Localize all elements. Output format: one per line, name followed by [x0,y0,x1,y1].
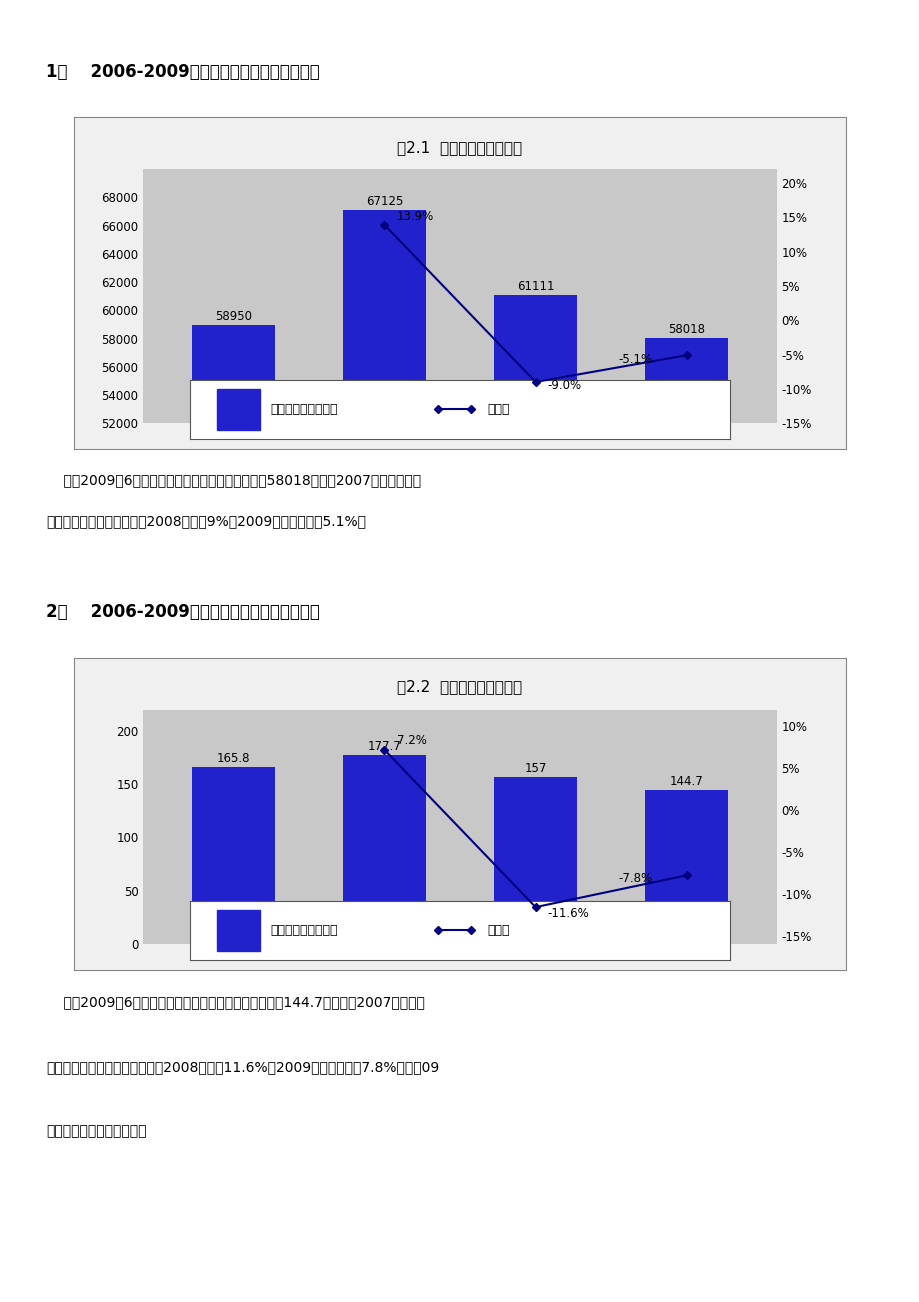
Text: 61111: 61111 [516,280,554,293]
Text: 截止2009年6月，房地产行业全国企业总数量达到58018个，与2007年相比，房地: 截止2009年6月，房地产行业全国企业总数量达到58018个，与2007年相比，… [46,474,421,488]
Bar [343,755,425,944]
Text: 2、    2006-2009年上半年房地产行业从业人数: 2、 2006-2009年上半年房地产行业从业人数 [46,603,320,621]
Text: 年全年仍然保持快速下降。: 年全年仍然保持快速下降。 [46,1125,146,1138]
Text: 58950: 58950 [214,310,252,323]
Bar [494,294,576,1156]
Text: 177.7: 177.7 [368,740,401,753]
Text: 58018: 58018 [667,323,705,336]
Text: 1、    2006-2009年上半年房地产行业企业数量: 1、 2006-2009年上半年房地产行业企业数量 [46,62,320,81]
Text: 图2.1  房地产行业企业数量: 图2.1 房地产行业企业数量 [397,141,522,155]
Bar [216,389,259,430]
Text: -7.8%: -7.8% [618,872,652,885]
Text: 增长率: 增长率 [486,924,509,936]
Text: 157: 157 [524,762,546,775]
Text: 图2.2  房地产行业从业人员: 图2.2 房地产行业从业人员 [397,680,522,694]
Text: 67125: 67125 [366,195,403,208]
Text: 房地产行业企业数量: 房地产行业企业数量 [270,404,338,415]
Text: -9.0%: -9.0% [547,379,581,392]
Bar [644,339,728,1156]
Bar [216,910,259,950]
Text: -5.1%: -5.1% [618,353,652,366]
Bar [343,210,425,1156]
Text: -11.6%: -11.6% [547,906,589,919]
Text: 产行业企业数量下降明显，2008年下降9%，2009年上半年下降5.1%。: 产行业企业数量下降明显，2008年下降9%，2009年上半年下降5.1%。 [46,514,366,529]
Bar [191,326,275,1156]
Text: 13.9%: 13.9% [396,210,433,223]
Text: 7.2%: 7.2% [396,734,425,747]
Text: 截止2009年6月，房地产行业全国从业人数总数量达到144.7万人，与2007年相比，: 截止2009年6月，房地产行业全国从业人数总数量达到144.7万人，与2007年… [46,996,425,1009]
Bar [644,790,728,944]
Text: 房地产行业从业人量下降明显，2008年下降11.6%，2009年上半年下降7.8%，预计09: 房地产行业从业人量下降明显，2008年下降11.6%，2009年上半年下降7.8… [46,1060,438,1074]
Text: 增长率: 增长率 [486,404,509,415]
Bar [494,777,576,944]
Bar [191,767,275,944]
Text: 165.8: 165.8 [216,753,250,766]
Text: 房地产行业从业人数: 房地产行业从业人数 [270,924,338,936]
Text: 144.7: 144.7 [669,775,703,788]
